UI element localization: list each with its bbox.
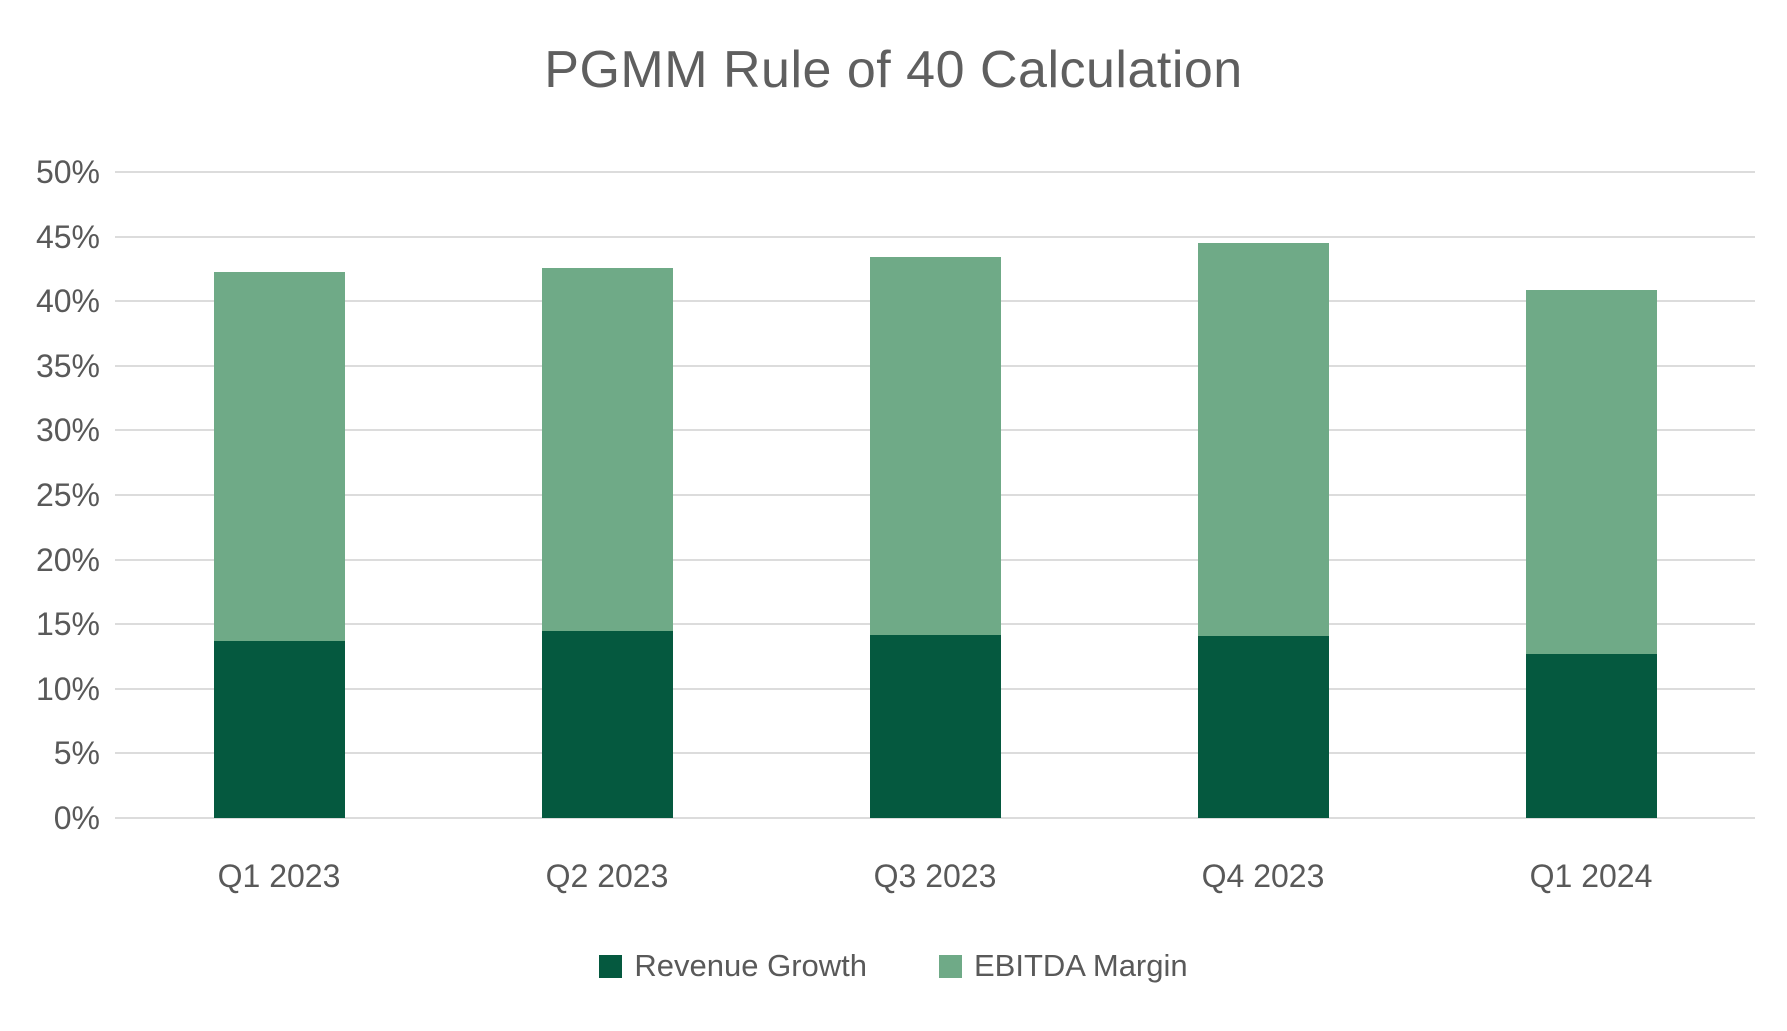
legend-swatch-icon — [599, 954, 623, 978]
legend-label: Revenue Growth — [634, 948, 867, 983]
x-tick-label-q2-2023: Q2 2023 — [545, 858, 669, 894]
bar-q4-2023-revenue-growth — [1197, 635, 1329, 818]
y-tick-label-10: 10% — [35, 670, 100, 707]
legend-item-revenue-growth: Revenue Growth — [599, 948, 867, 984]
y-tick-label-35: 35% — [35, 347, 100, 384]
legend: Revenue Growth EBITDA Margin — [0, 948, 1787, 984]
gridline-45 — [115, 235, 1755, 238]
bar-q3-2023-revenue-growth — [869, 634, 1001, 818]
x-tick-label-q3-2023: Q3 2023 — [873, 858, 997, 894]
y-tick-label-50: 50% — [35, 154, 100, 190]
chart-title: PGMM Rule of 40 Calculation — [544, 41, 1243, 99]
x-tick-label-q1-2023: Q1 2023 — [217, 858, 341, 894]
x-tick-label-q1-2024: Q1 2024 — [1529, 858, 1653, 894]
y-tick-label-25: 25% — [35, 477, 100, 513]
bar-q2-2023-revenue-growth — [541, 630, 673, 818]
y-tick-label-0: 0% — [53, 800, 100, 836]
legend-item-ebitda-margin: EBITDA Margin — [939, 948, 1188, 984]
plot-area — [115, 171, 1755, 819]
bar-q1-2024-revenue-growth — [1525, 653, 1657, 818]
y-tick-label-5: 5% — [53, 735, 100, 772]
gridline-0 — [115, 817, 1755, 819]
x-tick-label-q4-2023: Q4 2023 — [1201, 858, 1325, 894]
bar-q1-2024-ebitda-margin — [1525, 289, 1657, 654]
legend-swatch-icon — [939, 954, 962, 978]
y-tick-label-45: 45% — [35, 218, 100, 255]
bar-q2-2023-ebitda-margin — [541, 267, 673, 631]
y-tick-label-20: 20% — [35, 541, 100, 578]
bar-q1-2023-ebitda-margin — [213, 271, 345, 641]
legend-label: EBITDA Margin — [974, 948, 1188, 983]
y-tick-label-40: 40% — [35, 283, 100, 320]
y-tick-label-30: 30% — [35, 412, 100, 449]
bar-q1-2023-revenue-growth — [213, 641, 345, 818]
gridline-50 — [115, 171, 1755, 173]
bar-q4-2023-ebitda-margin — [1197, 243, 1329, 636]
y-tick-label-15: 15% — [35, 606, 100, 643]
bar-q3-2023-ebitda-margin — [869, 257, 1001, 635]
